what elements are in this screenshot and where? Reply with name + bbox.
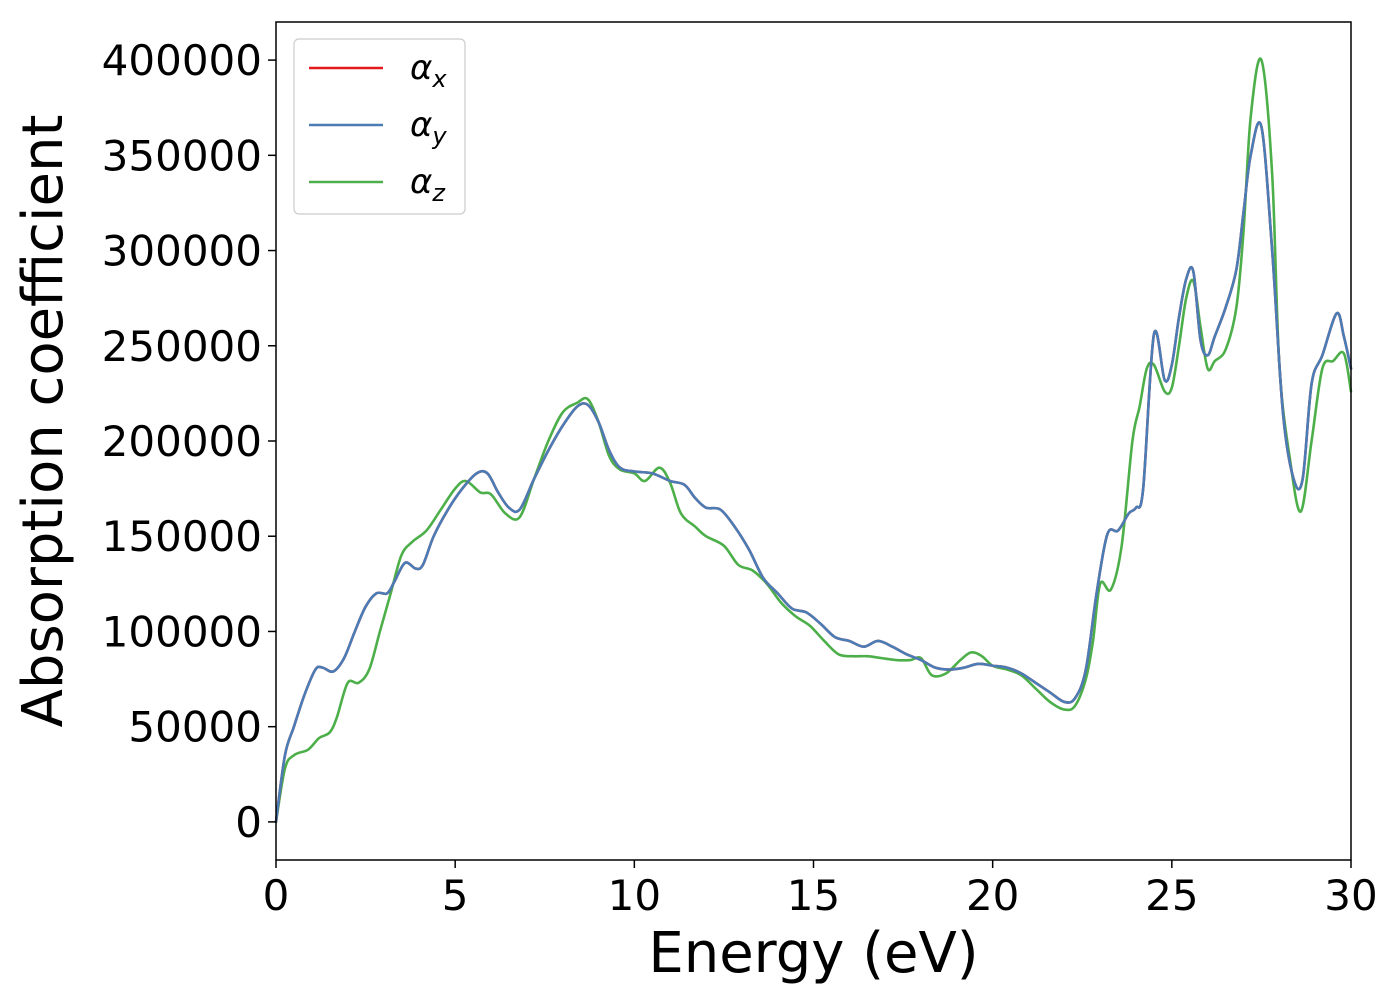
- x-axis: 0 5 10 15 20 25 30: [263, 860, 1378, 920]
- x-tick-label: 15: [787, 871, 840, 920]
- y-axis-label: Absorption coefficient: [11, 115, 76, 728]
- x-tick-label: 0: [263, 871, 290, 920]
- x-tick-label: 10: [608, 871, 661, 920]
- series-line-z: [274, 57, 1353, 824]
- legend-label-z: αz: [410, 162, 446, 207]
- x-tick-label: 30: [1324, 871, 1377, 920]
- y-tick-label: 200000: [102, 417, 262, 466]
- y-tick-label: 150000: [102, 512, 262, 561]
- series-line-y: [274, 121, 1353, 824]
- legend-label-x: αx: [410, 48, 447, 93]
- y-tick-label: 50000: [128, 703, 262, 752]
- y-tick-label: 400000: [102, 36, 262, 85]
- y-tick-label: 250000: [102, 322, 262, 371]
- legend-box: [293, 38, 466, 215]
- series-line-x: [274, 121, 1353, 824]
- x-tick-label: 20: [966, 871, 1019, 920]
- legend: αx αy αz: [293, 38, 466, 215]
- y-tick-label: 350000: [102, 131, 262, 180]
- x-axis-label: Energy (eV): [648, 921, 978, 986]
- y-tick-label: 100000: [102, 607, 262, 656]
- series-layer: [274, 57, 1353, 824]
- x-tick-label: 25: [1145, 871, 1198, 920]
- legend-label-y: αy: [410, 105, 447, 150]
- x-tick-label: 5: [442, 871, 469, 920]
- y-axis: 0 50000 100000 150000 200000 250000 300000 3500…: [102, 36, 276, 847]
- y-tick-label: 300000: [102, 227, 262, 276]
- y-tick-label: 0: [235, 798, 262, 847]
